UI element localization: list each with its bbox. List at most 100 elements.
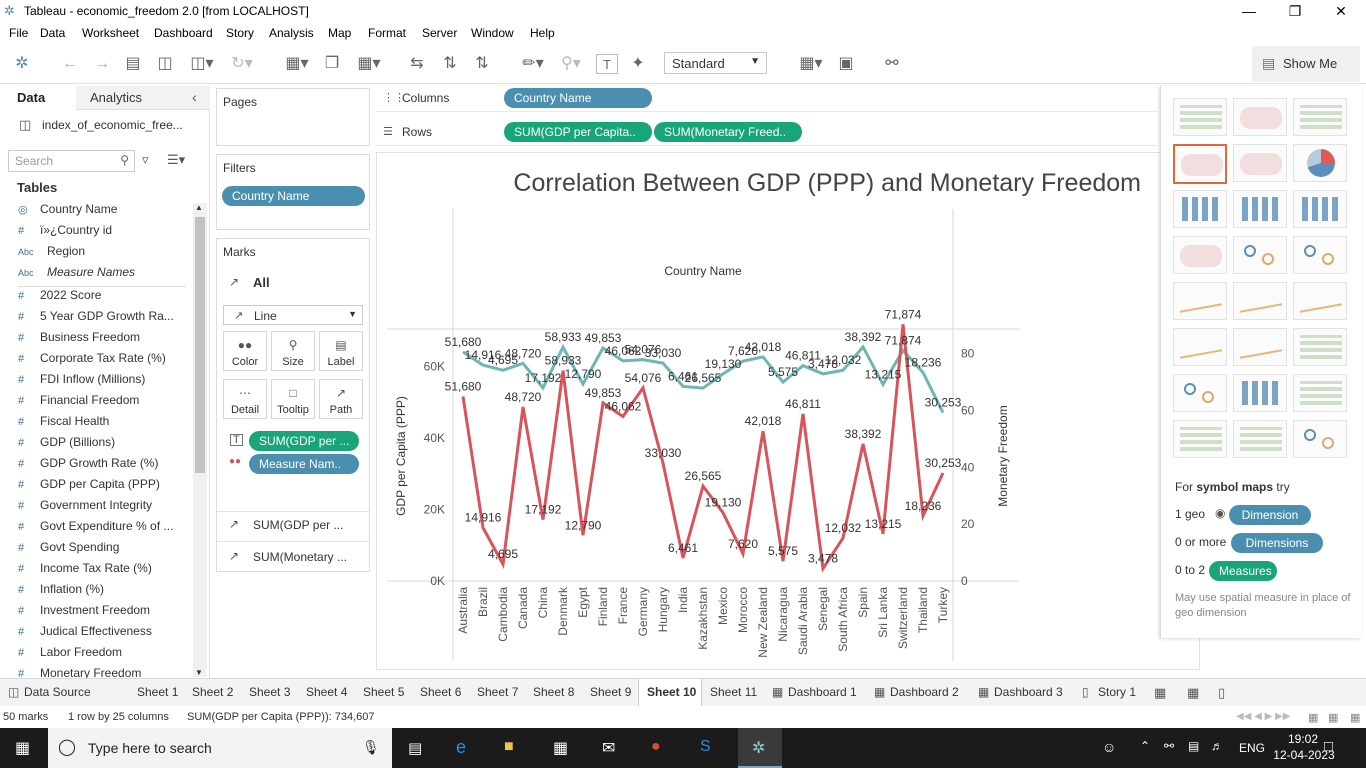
show-me-horizontal-bars[interactable] [1173,190,1227,228]
collapse-pane-icon[interactable]: ‹ [192,89,197,105]
tableau-taskbar-icon[interactable]: ✲ [752,740,766,757]
menu-server[interactable]: Server [422,26,458,40]
mark-pill-measure-names[interactable]: Measure Nam.. [249,454,359,474]
tab-sheet-1[interactable]: Sheet 1 [137,685,179,699]
sheet-nav-icon[interactable]: ◀◀ ◀ ▶ ▶▶ [1236,711,1291,722]
pages-card[interactable]: Pages [216,88,370,146]
field-item[interactable]: Abc Measure Names [18,265,135,279]
filmstrip-view-icon[interactable]: ▦ [1328,712,1339,724]
tab-analytics[interactable]: Analytics [90,90,143,105]
save-icon[interactable]: ▤ [125,55,141,72]
edge-icon[interactable]: e [456,737,467,757]
field-list-scrollbar[interactable]: ▲ ▼ [193,203,207,677]
tab-sheet-6[interactable]: Sheet 6 [420,685,462,699]
skype-icon[interactable]: S [700,738,711,755]
tab-sheet-7[interactable]: Sheet 7 [477,685,519,699]
show-me-filled-map[interactable] [1233,144,1287,182]
tooltip-button[interactable]: □ Tooltip [271,379,315,419]
rows-pill-gdp[interactable]: SUM(GDP per Capita.. [504,122,652,142]
search-input[interactable]: Search ⚲ [8,150,135,172]
app-icon[interactable]: ● [651,738,661,755]
field-item[interactable]: # Investment Freedom [18,603,150,617]
show-labels-icon[interactable]: T [596,54,618,74]
field-item[interactable]: # GDP Growth Rate (%) [18,456,158,470]
field-item[interactable]: # Fiscal Health [18,414,109,428]
share-icon[interactable]: ⚯ [885,55,899,72]
chart-svg[interactable]: Correlation Between GDP (PPP) and Moneta… [377,153,1199,669]
marks-section-gdp[interactable]: SUM(GDP per ... [253,518,344,532]
field-item[interactable]: # Labor Freedom [18,645,122,659]
menu-help[interactable]: Help [530,26,555,40]
file-explorer-icon[interactable]: ■ [504,738,514,755]
show-me-side-by-side-circles[interactable] [1293,236,1347,274]
show-me-line-discrete[interactable] [1233,282,1287,320]
show-me-bullet-graph[interactable] [1233,420,1287,458]
tab-story-1[interactable]: Story 1 [1098,685,1137,699]
tab-sheet-3[interactable]: Sheet 3 [249,685,291,699]
field-item[interactable]: # ï»¿Country id [18,223,112,237]
view-cards-icon[interactable]: ▦▾ [799,55,823,72]
new-story-tab-icon[interactable]: ▯ [1218,685,1226,700]
show-me-area-discrete[interactable] [1233,328,1287,366]
mark-type-dropdown[interactable]: ↗ Line ▼ [223,305,363,325]
presentation-icon[interactable]: ▣ [838,55,854,72]
field-item[interactable]: ◎ Country Name [18,202,117,216]
highlight-icon[interactable]: ✏▾ [522,55,544,72]
mark-pill-gdp[interactable]: SUM(GDP per ... [249,431,359,451]
show-me-heat-map[interactable] [1233,98,1287,136]
battery-icon[interactable]: ▤ [1188,739,1200,753]
restore-button[interactable]: ❐ [1288,3,1302,19]
field-item[interactable]: #2022 Score [18,288,101,302]
field-item[interactable]: # Business Freedom [18,330,140,344]
show-me-circle-views[interactable] [1233,236,1287,274]
menu-dashboard[interactable]: Dashboard [154,26,213,40]
datasource-name[interactable]: index_of_economic_free... [42,118,183,132]
show-me-box-whisker[interactable] [1293,374,1347,412]
field-item[interactable]: # Financial Freedom [18,393,139,407]
show-me-symbol-map[interactable] [1173,144,1227,184]
menu-map[interactable]: Map [328,26,352,40]
show-me-gantt[interactable] [1173,420,1227,458]
mail-icon[interactable]: ✉ [602,740,616,757]
sort-descending-icon[interactable]: ⇅ [475,55,489,72]
menu-file[interactable]: File [9,26,29,40]
show-me-stacked-bars[interactable] [1233,190,1287,228]
tab-dashboard-3[interactable]: Dashboard 3 [994,685,1063,699]
tab-sheet-11[interactable]: Sheet 11 [710,685,758,699]
field-item[interactable]: # Govt Spending [18,540,119,554]
new-worksheet-tab-icon[interactable]: ▦ [1154,685,1167,700]
show-me-pie-chart[interactable] [1293,144,1347,182]
tabs-view-icon[interactable]: ▦ [1350,712,1361,724]
marks-card[interactable]: Marks ↗ All ↗ Line ▼ ●● Color ⚲ Size ▤ Labe… [216,238,370,572]
show-me-text-table[interactable] [1173,98,1227,136]
field-item[interactable]: # Income Tax Rate (%) [18,561,152,575]
field-item[interactable]: # GDP (Billions) [18,435,115,449]
show-me-treemap[interactable] [1173,236,1227,274]
tab-sheet-8[interactable]: Sheet 8 [533,685,575,699]
tab-sheet-5[interactable]: Sheet 5 [363,685,405,699]
show-me-line-continuous[interactable] [1173,282,1227,320]
view-options-icon[interactable]: ☰▾ [167,152,186,167]
size-button[interactable]: ⚲ Size [271,331,315,371]
clock-date[interactable]: 12-04-2023 [1273,748,1335,762]
sort-ascending-icon[interactable]: ⇅ [443,55,457,72]
field-item[interactable]: Abc Region [18,244,85,258]
tableau-home-icon[interactable]: ✲ [15,55,29,72]
fit-dropdown[interactable]: Standard ▼ [664,52,767,74]
show-me-area-continuous[interactable] [1173,328,1227,366]
label-button[interactable]: ▤ Label [319,331,363,371]
notifications-icon[interactable]: □ [1324,738,1334,755]
tab-data[interactable]: Data [17,90,46,105]
field-item[interactable]: # Inflation (%) [18,582,104,596]
filters-card[interactable]: Filters Country Name [216,154,370,230]
pause-updates-icon[interactable]: ◫▾ [190,55,214,72]
chevron-up-icon[interactable]: ⌃ [1140,739,1151,753]
path-button[interactable]: ↗ Path [319,379,363,419]
taskbar-search[interactable]: ◯ Type here to search 🎙 [48,728,392,768]
group-icon[interactable]: ⚲▾ [561,55,581,72]
field-item[interactable]: # GDP per Capita (PPP) [18,477,160,491]
new-worksheet-icon[interactable]: ▦▾ [285,55,309,72]
tab-sheet-9[interactable]: Sheet 9 [590,685,632,699]
show-me-button[interactable]: ▤ Show Me [1252,46,1360,82]
menu-story[interactable]: Story [226,26,255,40]
